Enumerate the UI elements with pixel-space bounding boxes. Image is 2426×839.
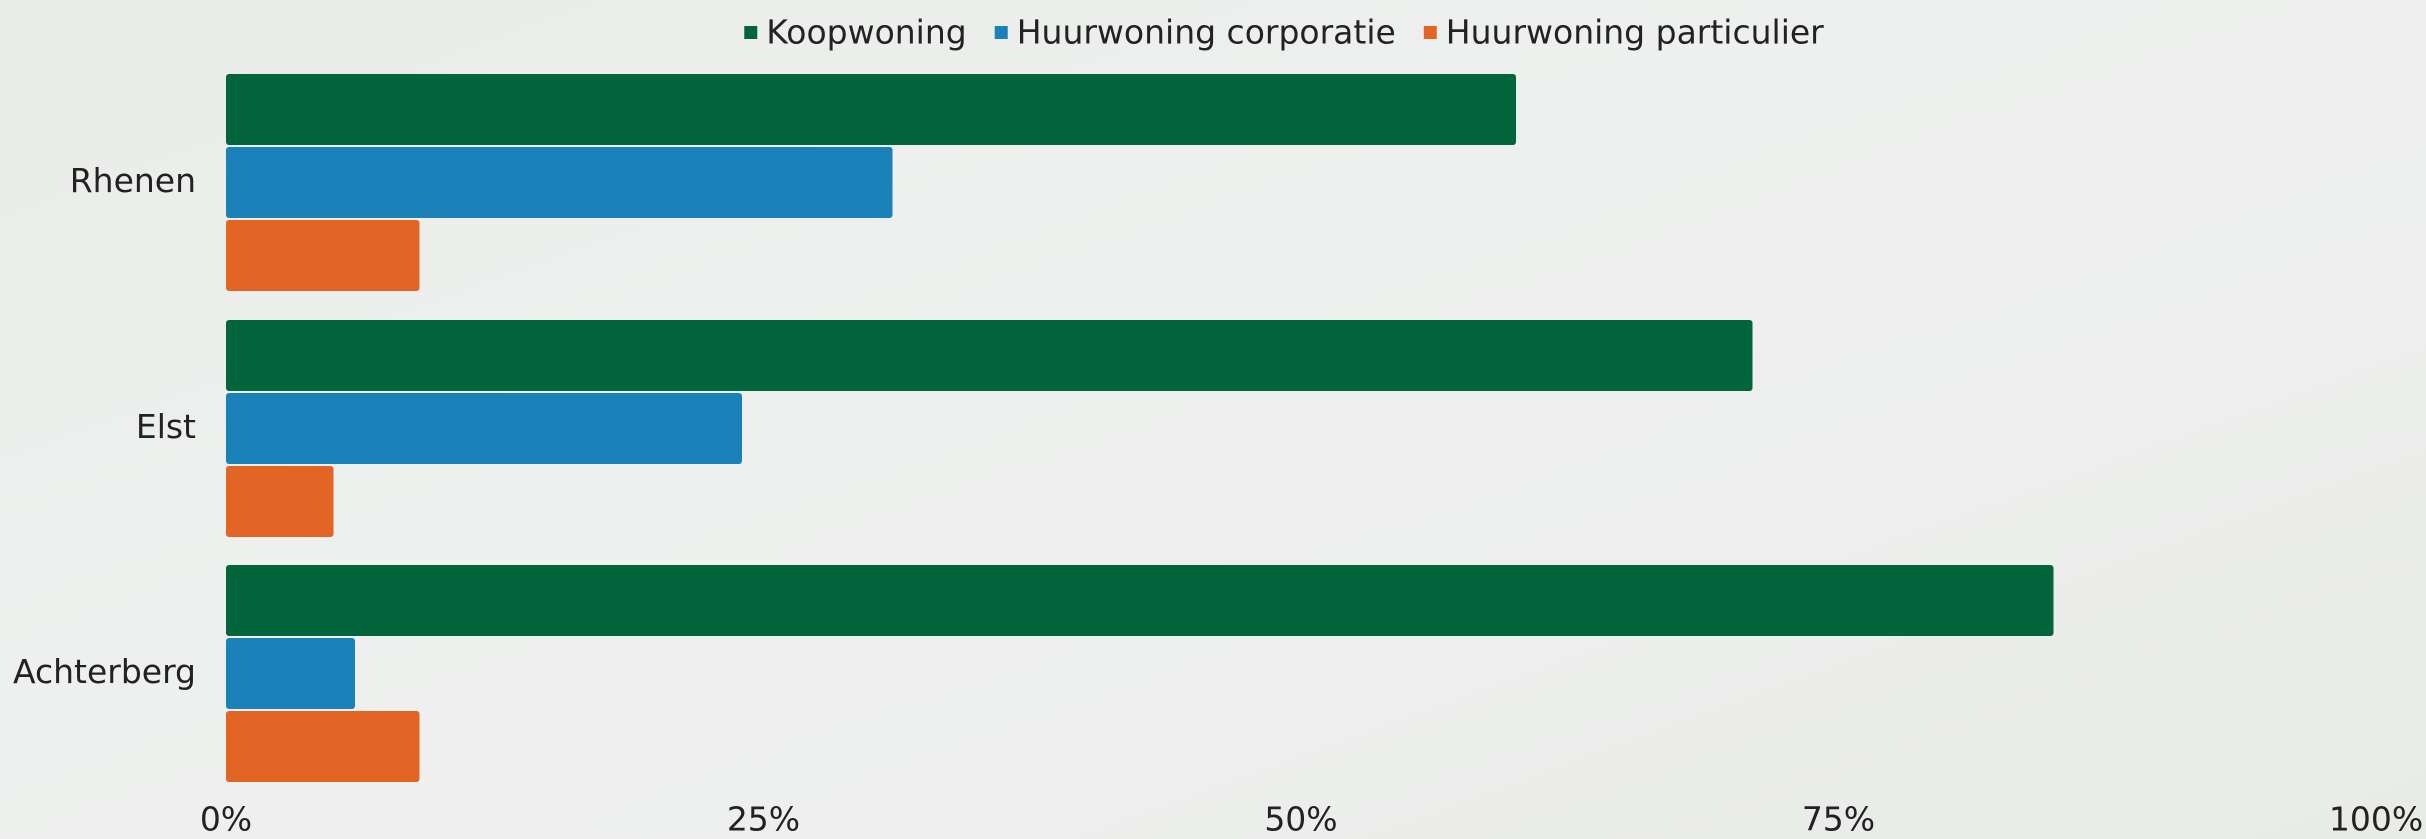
bar	[226, 320, 1753, 391]
legend-label: Huurwoning particulier	[1446, 13, 1824, 52]
legend-swatch	[744, 26, 757, 39]
legend: Koopwoning Huurwoning corporatie Huurwonin…	[744, 13, 1824, 52]
y-tick-label: Elst	[136, 407, 196, 446]
x-tick-label: 0%	[200, 800, 252, 839]
bar	[226, 466, 334, 537]
legend-swatch	[995, 26, 1008, 39]
bar	[226, 711, 420, 782]
y-tick-label: Achterberg	[13, 652, 196, 691]
bar	[226, 393, 742, 464]
chart: 0% 25% 50% 75% 100% Rhenen Elst Achterberg Koopw…	[0, 0, 2426, 839]
bar	[226, 565, 2054, 636]
bar	[226, 74, 1516, 145]
legend-label: Koopwoning	[766, 13, 966, 52]
x-tick-label: 50%	[1264, 800, 1337, 839]
x-tick-label: 25%	[727, 800, 800, 839]
y-tick-label: Rhenen	[70, 161, 196, 200]
bar	[226, 638, 355, 709]
bar	[226, 220, 420, 291]
legend-swatch	[1424, 26, 1437, 39]
bar	[226, 147, 893, 218]
x-tick-label: 100%	[2329, 800, 2423, 839]
x-tick-label: 75%	[1802, 800, 1875, 839]
legend-label: Huurwoning corporatie	[1017, 13, 1396, 52]
